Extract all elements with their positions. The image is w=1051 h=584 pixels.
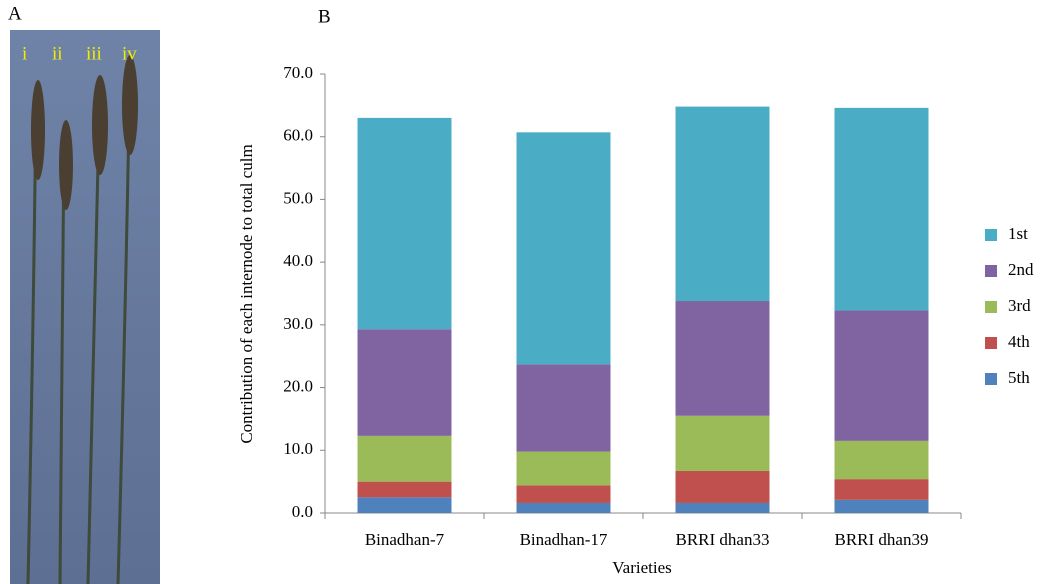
legend-label: 3rd: [1008, 296, 1031, 315]
x-tick-label: BRRI dhan33: [676, 530, 770, 549]
y-tick-label: 0.0: [292, 502, 313, 521]
bar-segment: [676, 471, 770, 503]
bar-segment: [835, 310, 929, 440]
photo: i ii iii iv: [10, 30, 160, 584]
bar-segment: [517, 364, 611, 451]
legend-swatch: [985, 337, 997, 349]
bar-segment: [676, 503, 770, 513]
bar-segment: [517, 452, 611, 486]
bar-segment: [676, 416, 770, 471]
legend-label: 2nd: [1008, 260, 1034, 279]
bar-segment: [835, 500, 929, 513]
photo-label: i: [22, 43, 27, 64]
bar-segment: [358, 497, 452, 513]
legend-label: 5th: [1008, 368, 1030, 387]
y-tick-label: 40.0: [283, 251, 313, 270]
y-tick-label: 60.0: [283, 126, 313, 145]
bar-segment: [358, 482, 452, 498]
photo-label: iv: [122, 43, 137, 64]
legend-swatch: [985, 301, 997, 313]
x-tick-label: BRRI dhan39: [835, 530, 929, 549]
x-tick-label: Binadhan-7: [365, 530, 445, 549]
bar-segment: [517, 132, 611, 364]
y-tick-label: 20.0: [283, 376, 313, 395]
bar-segment: [676, 301, 770, 416]
bar-segment: [835, 479, 929, 500]
photo-label: ii: [52, 43, 63, 64]
bar-segment: [835, 441, 929, 479]
bar-segment: [676, 107, 770, 301]
photo-label: iii: [86, 43, 102, 64]
bar-segment: [358, 118, 452, 329]
panel-label: A: [8, 3, 22, 24]
legend-swatch: [985, 265, 997, 277]
bar-segment: [517, 485, 611, 503]
figure: A B i ii iii iv Contribution of each int…: [0, 0, 1051, 584]
y-tick-label: 50.0: [283, 188, 313, 207]
legend-swatch: [985, 373, 997, 385]
legend-label: 1st: [1008, 224, 1028, 243]
legend-label: 4th: [1008, 332, 1030, 351]
y-tick-label: 30.0: [283, 314, 313, 333]
y-tick-label: 70.0: [283, 63, 313, 82]
bar-segment: [358, 436, 452, 482]
bar-segment: [835, 108, 929, 311]
x-tick-label: Binadhan-17: [520, 530, 608, 549]
legend-swatch: [985, 229, 997, 241]
x-axis-title: Varieties: [612, 558, 671, 577]
bar-segment: [358, 329, 452, 436]
bar-segment: [517, 503, 611, 513]
y-tick-label: 10.0: [283, 439, 313, 458]
y-axis-title: Contribution of each internode to total …: [237, 144, 256, 443]
panel-label: B: [318, 6, 331, 27]
